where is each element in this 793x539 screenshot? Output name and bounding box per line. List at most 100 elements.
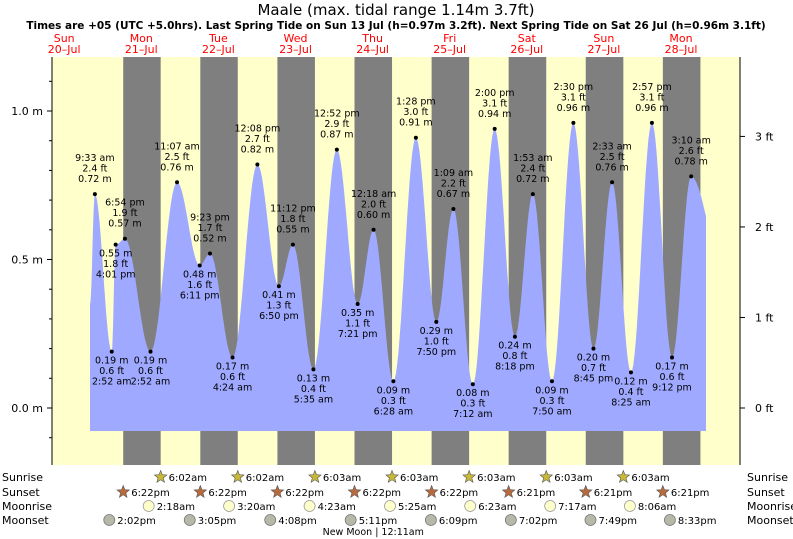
tide-point [549,379,554,384]
astro-row-label-left: Moonrise [2,500,52,513]
tide-point [470,382,475,387]
tide-label: 7:50 pm [416,347,456,358]
tide-label: 0.09 m [377,385,410,396]
tide-label: 8:45 pm [574,374,614,385]
tide-label: 0.87 m [320,130,353,141]
tide-label: 0.60 m [357,210,390,221]
tide-label: 0.94 m [478,109,511,120]
tide-label: 9:33 am [75,153,114,164]
tide-label: 0.29 m [420,326,453,337]
tide-label: 1.3 ft [266,301,291,312]
tide-label: 0.3 ft [460,399,485,410]
sunset-icon [424,484,439,498]
tide-label: 2.5 ft [600,152,625,163]
sunset-icon [578,484,593,498]
day-label-date: 24–Jul [356,43,389,56]
tide-label: 0.82 m [241,144,274,155]
tide-point [670,355,675,360]
sunrise-time: 6:03am [477,473,515,484]
y-tick-label-ft: 2 ft [755,221,774,234]
tide-label: 2:57 pm [632,82,672,93]
moonrise-icon [464,500,477,512]
astro-row-label-left: Sunset [2,486,40,499]
sunset-time: 6:22pm [208,488,247,499]
tide-label: 2.4 ft [520,164,545,175]
tide-label: 4:24 am [213,383,252,394]
moonset-icon [504,514,517,526]
tide-label: 12:08 pm [235,123,281,134]
tide-point [492,126,497,131]
tide-label: 0.96 m [635,103,668,114]
day-label-dow: Thu [361,32,383,45]
tide-label: 0.35 m [341,308,374,319]
moonrise-icon [544,500,557,512]
tide-label: 0.19 m [134,356,167,367]
sunrise-icon [385,469,399,483]
sunrise-icon [230,469,245,483]
moonset-time: 4:08pm [278,516,317,527]
moonrise-time: 7:17am [558,502,596,513]
tide-label: 2.7 ft [245,134,270,145]
sunset-icon [193,484,208,498]
tide-point [334,147,339,152]
moonrise-icon [303,500,316,512]
day-label-dow: Mon [669,32,692,45]
sunrise-time: 6:03am [631,473,669,484]
tide-label: 0.3 ft [539,396,564,407]
astro-row-label-left: Sunrise [2,471,43,484]
chart-subtitle: Times are +05 (UTC +5.0hrs). Last Spring… [26,20,765,32]
tide-label: 2.5 ft [165,152,190,163]
y-tick-label-ft: 0 ft [755,402,774,415]
tide-label: 2:33 am [592,141,631,152]
day-label-date: 26–Jul [510,43,543,56]
tide-label: 2:52 am [92,377,131,388]
day-label-dow: Wed [284,32,308,45]
tide-point [391,379,396,384]
tide-label: 0.3 ft [381,396,406,407]
tide-label: 0.52 m [193,234,226,245]
tide-label: 1.7 ft [197,223,222,234]
tide-label: 7:21 pm [338,329,378,340]
sunset-time: 6:22pm [363,488,402,499]
tide-label: 0.09 m [535,385,568,396]
moonrise-time: 5:25am [398,502,436,513]
tide-label: 0.91 m [399,118,432,129]
tide-point [371,227,376,232]
tide-label: 6:50 pm [259,311,299,322]
sunrise-icon [462,469,477,483]
tide-label: 0.72 m [78,174,111,185]
moonset-time: 5:11pm [359,516,398,527]
tide-label: 11:12 pm [270,204,316,215]
tide-point [197,263,202,268]
tide-label: 0.6 ft [99,366,124,377]
moonrise-time: 8:06am [638,502,676,513]
tide-label: 2:52 am [131,377,170,388]
moonset-icon [425,514,437,526]
tide-label: 0.08 m [456,388,489,399]
sunset-time: 6:21pm [594,488,633,499]
chart-title: Maale (max. tidal range 1.14m 3.7ft) [257,1,534,19]
sunset-icon [347,484,362,498]
y-tick-label-ft: 3 ft [755,130,774,143]
new-moon-label: New Moon | 12:11am [323,527,424,538]
sunrise-icon [539,469,554,483]
sunrise-time: 6:02am [169,473,207,484]
y-tick-label-ft: 1 ft [755,311,774,324]
tide-point [451,207,456,212]
tide-label: 8:18 pm [495,362,535,373]
tide-label: 2:00 pm [475,88,515,99]
moonrise-icon [223,500,235,512]
tide-label: 5:35 am [294,394,333,405]
tide-label: 0.76 m [595,162,628,173]
tide-label: 6:28 am [374,406,413,417]
moonset-icon [664,514,676,526]
tide-label: 0.76 m [160,162,193,173]
tide-point [434,319,439,324]
astro-row-label-right: Moonset [747,514,793,527]
moonset-icon [183,514,196,526]
tide-point [255,162,260,167]
astro-row-label-right: Moonrise [747,500,793,513]
tide-point [311,367,316,372]
tide-point [290,242,295,247]
